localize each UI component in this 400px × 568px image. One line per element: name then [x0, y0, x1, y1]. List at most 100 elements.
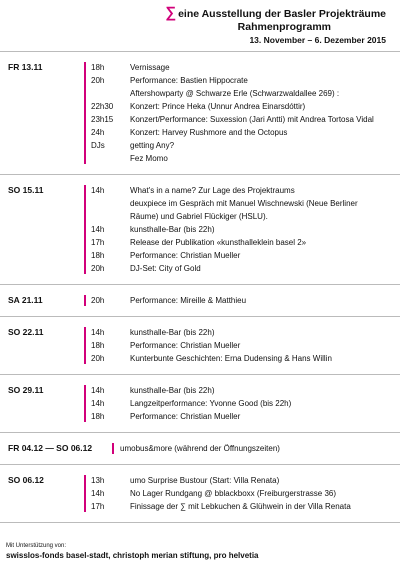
accent-bar	[84, 295, 86, 306]
title-line: ∑ eine Ausstellung der Basler Projekträum…	[0, 4, 386, 21]
entry: 14h Langzeitperformance: Yvonne Good (bis…	[0, 397, 400, 410]
entry: 20h Kunterbunte Geschichten: Erna Dudensi…	[0, 352, 400, 365]
entry-time: 24h	[91, 128, 105, 137]
entry-text: No Lager Rundgang @ bblackboxx (Freiburg…	[130, 489, 337, 498]
entry-text: Release der Publikation «kunsthalleklein…	[130, 238, 307, 247]
entry-text: Räume) und Gabriel Flückiger (HSLU).	[130, 212, 268, 221]
entry-text: Performance: Christian Mueller	[130, 412, 241, 421]
accent-bar	[112, 443, 114, 454]
accent-bar	[84, 327, 86, 364]
entry-text: Performance: Christian Mueller	[130, 251, 241, 260]
entry-time: 18h	[91, 251, 105, 260]
entry-text: Konzert: Prince Heka (Unnur Andrea Einar…	[130, 102, 306, 111]
entry: 17h Finissage der ∑ mit Lebkuchen & Glühw…	[0, 500, 400, 513]
accent-bar	[84, 62, 86, 164]
sponsors: swisslos-fonds basel-stadt, christoph me…	[6, 551, 259, 560]
entry: Fez Momo	[0, 152, 400, 165]
accent-bar	[84, 385, 86, 422]
entry: 18h Performance: Christian Mueller	[0, 249, 400, 262]
entry: 14h No Lager Rundgang @ bblackboxx (Freib…	[0, 487, 400, 500]
entry: Aftershowparty @ Schwarze Erle (Schwarzw…	[0, 87, 400, 100]
entry: 20h Performance: Bastien Hippocrate	[0, 74, 400, 87]
entry: 14h kunsthalle-Bar (bis 22h)	[0, 326, 400, 339]
entry-text: kunsthalle-Bar (bis 22h)	[130, 386, 215, 395]
entry-time: 23h15	[91, 115, 114, 124]
entry: 18h Vernissage	[0, 61, 400, 74]
accent-bar	[84, 185, 86, 274]
entry-text: Aftershowparty @ Schwarze Erle (Schwarzw…	[130, 89, 340, 98]
entry-text: Performance: Bastien Hippocrate	[130, 76, 248, 85]
entry-time: DJs	[91, 141, 105, 150]
support-note: Mit Unterstützung von:	[6, 543, 67, 549]
entry-time: 20h	[91, 296, 105, 305]
entry: umobus&more (während der Öffnungszeiten)	[0, 442, 400, 455]
day-label: SO 29.11	[8, 385, 44, 395]
entry: 22h30 Konzert: Prince Heka (Unnur Andrea …	[0, 100, 400, 113]
entry-time: 17h	[91, 502, 105, 511]
day-label: SO 22.11	[8, 327, 44, 337]
entry: 20h Performance: Mireille & Matthieu	[0, 294, 400, 307]
entry-text: deuxpiece im Gespräch mit Manuel Wischne…	[130, 199, 358, 208]
day-section: SO 22.11 14h kunsthalle-Bar (bis 22h) 18h Pe…	[0, 317, 400, 375]
accent-bar	[84, 475, 86, 512]
entry: deuxpiece im Gespräch mit Manuel Wischne…	[0, 197, 400, 210]
entry: 18h Performance: Christian Mueller	[0, 339, 400, 352]
day-section: SA 21.11 20h Performance: Mireille & Matth…	[0, 285, 400, 317]
entry-text: kunsthalle-Bar (bis 22h)	[130, 328, 215, 337]
entry-text: Performance: Christian Mueller	[130, 341, 241, 350]
entry-time: 17h	[91, 238, 105, 247]
day-label: SO 06.12	[8, 475, 44, 485]
entry: 24h Konzert: Harvey Rushmore and the Octo…	[0, 126, 400, 139]
entry-text: umo Surprise Bustour (Start: Villa Renat…	[130, 476, 280, 485]
entry-time: 14h	[91, 386, 105, 395]
title: eine Ausstellung der Basler Projekträume	[178, 8, 386, 20]
entry-time: 18h	[91, 412, 105, 421]
entry: 14h kunsthalle-Bar (bis 22h)	[0, 223, 400, 236]
entry: 14h kunsthalle-Bar (bis 22h)	[0, 384, 400, 397]
entry-text: What's in a name? Zur Lage des Projektra…	[130, 186, 295, 195]
entry-text: Langzeitperformance: Yvonne Good (bis 22…	[130, 399, 292, 408]
entry-text: DJ-Set: City of Gold	[130, 264, 201, 273]
entry: 13h umo Surprise Bustour (Start: Villa Re…	[0, 474, 400, 487]
entry-text: getting Any?	[130, 141, 175, 150]
day-section: SO 15.11 14h What's in a name? Zur Lage de…	[0, 175, 400, 285]
entry: Räume) und Gabriel Flückiger (HSLU).	[0, 210, 400, 223]
entry-time: 13h	[91, 476, 105, 485]
entry-time: 22h30	[91, 102, 114, 111]
entry-time: 14h	[91, 225, 105, 234]
day-section: SO 29.11 14h kunsthalle-Bar (bis 22h) 14h La…	[0, 375, 400, 433]
entry-text: Fez Momo	[130, 154, 168, 163]
header: ∑ eine Ausstellung der Basler Projekträum…	[0, 0, 400, 45]
entry-text: umobus&more (während der Öffnungszeiten)	[120, 444, 280, 453]
entry-text: Finissage der ∑ mit Lebkuchen & Glühwein…	[130, 502, 351, 511]
entry-text: kunsthalle-Bar (bis 22h)	[130, 225, 215, 234]
entry-text: Vernissage	[130, 63, 170, 72]
entry-text: Kunterbunte Geschichten: Erna Dudensing …	[130, 354, 332, 363]
entry: 20h DJ-Set: City of Gold	[0, 262, 400, 275]
day-label: FR 13.11	[8, 62, 43, 72]
entry-text: Konzert/Performance: Suxession (Jari Ant…	[130, 115, 374, 124]
program: FR 13.11 18h Vernissage 20h Performance: Bas…	[0, 51, 400, 523]
entry-time: 14h	[91, 186, 105, 195]
subtitle: Rahmenprogramm	[237, 21, 331, 33]
entry-time: 20h	[91, 264, 105, 273]
entry-time: 14h	[91, 328, 105, 337]
day-label: SO 15.11	[8, 185, 44, 195]
dates: 13. November – 6. Dezember 2015	[249, 35, 386, 45]
entry: 18h Performance: Christian Mueller	[0, 410, 400, 423]
entry-text: Konzert: Harvey Rushmore and the Octopus	[130, 128, 288, 137]
symbol: ∑	[165, 4, 177, 21]
entry-time: 14h	[91, 489, 105, 498]
entry-time: 18h	[91, 63, 105, 72]
entry: 14h What's in a name? Zur Lage des Projek…	[0, 184, 400, 197]
entry-time: 18h	[91, 341, 105, 350]
entry: 23h15 Konzert/Performance: Suxession (Jar…	[0, 113, 400, 126]
entry-time: 20h	[91, 76, 105, 85]
entry: 17h Release der Publikation «kunsthallekl…	[0, 236, 400, 249]
day-label: SA 21.11	[8, 295, 43, 305]
day-label: FR 04.12 — SO 06.12	[8, 443, 93, 453]
entry-time: 20h	[91, 354, 105, 363]
entry-time: 14h	[91, 399, 105, 408]
entry: DJs getting Any?	[0, 139, 400, 152]
